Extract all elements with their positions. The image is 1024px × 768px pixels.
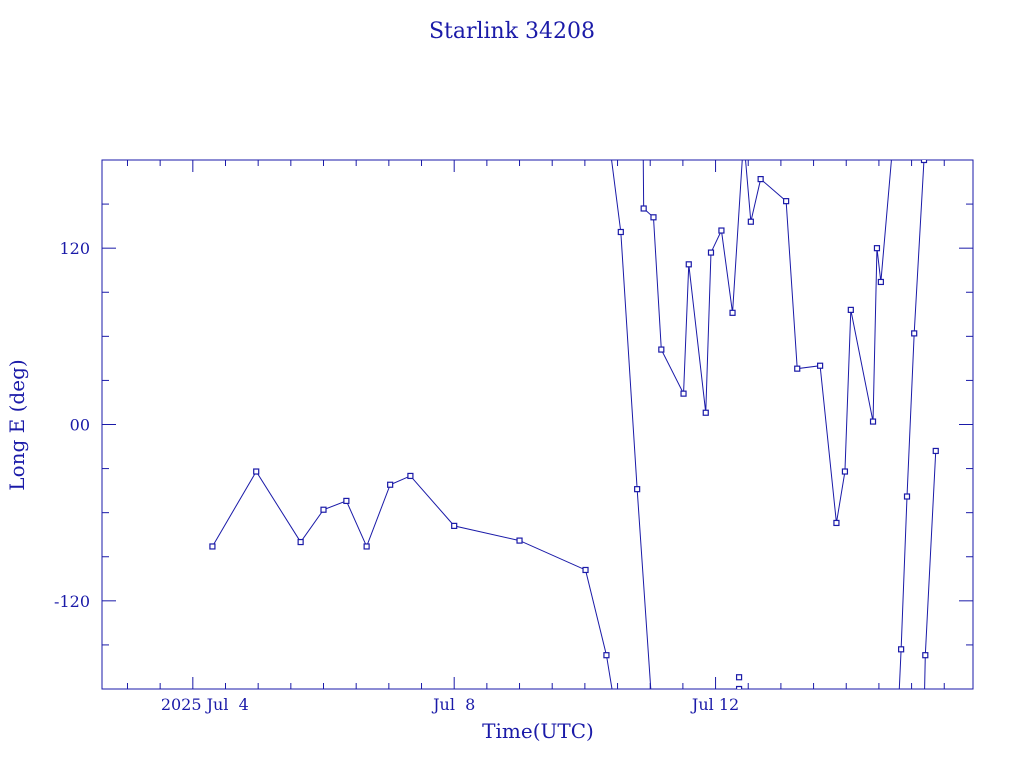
data-point: [702, 409, 709, 416]
data-point: [253, 468, 260, 475]
data-point: [783, 198, 790, 205]
isolated-data-point-edge: [735, 685, 743, 689]
data-series: [209, 160, 939, 689]
data-point: [387, 481, 394, 488]
isolated-data-point: [735, 674, 743, 681]
data-point: [898, 646, 905, 653]
data-point: [847, 306, 854, 313]
series-line: [642, 160, 892, 524]
plot-frame: [101, 159, 974, 690]
data-point: [451, 522, 458, 529]
chart-title: Starlink 34208: [429, 19, 595, 44]
series-line: [611, 160, 652, 689]
data-point: [680, 390, 687, 397]
data-point: [658, 346, 665, 353]
data-point: [873, 245, 881, 252]
data-point: [209, 543, 216, 550]
data-point: [747, 218, 754, 225]
y-tick-label: 00: [70, 416, 90, 435]
data-point: [640, 205, 647, 212]
x-tick-label: 2025 Jul 4: [161, 695, 249, 714]
data-point: [932, 447, 939, 455]
data-point: [363, 543, 370, 550]
data-point: [911, 330, 918, 337]
tick-labels: 2025 Jul 4 Jul 8 Jul 12 -120 00 120: [54, 239, 739, 714]
data-point: [634, 486, 641, 493]
data-point: [603, 652, 610, 659]
data-point: [685, 261, 692, 268]
y-tick-label: -120: [54, 592, 90, 611]
data-point: [922, 652, 929, 659]
series-line: [898, 160, 925, 689]
x-tick-label: Jul 12: [690, 695, 739, 714]
data-point: [794, 365, 801, 372]
x-tick-label: Jul 8: [431, 695, 475, 714]
data-point: [729, 309, 736, 316]
tick-marks: [102, 159, 973, 690]
data-point: [297, 538, 304, 546]
x-axis-label: Time(UTC): [482, 719, 594, 743]
data-point: [407, 472, 414, 480]
data-point: [718, 227, 725, 234]
data-point: [833, 519, 840, 527]
data-point: [707, 249, 715, 256]
series-line: [924, 450, 937, 689]
y-axis-label: Long E (deg): [5, 359, 29, 490]
data-point: [582, 566, 589, 574]
data-point: [920, 160, 928, 164]
data-point: [617, 228, 624, 236]
data-point: [343, 497, 350, 505]
data-point: [841, 468, 849, 475]
data-point: [320, 506, 327, 513]
data-point: [903, 493, 911, 500]
data-point: [650, 214, 657, 221]
data-point: [516, 537, 523, 544]
data-point: [817, 362, 824, 369]
data-point: [757, 176, 764, 183]
y-tick-label: 120: [59, 239, 90, 258]
data-point: [869, 418, 877, 425]
data-point: [877, 278, 884, 286]
